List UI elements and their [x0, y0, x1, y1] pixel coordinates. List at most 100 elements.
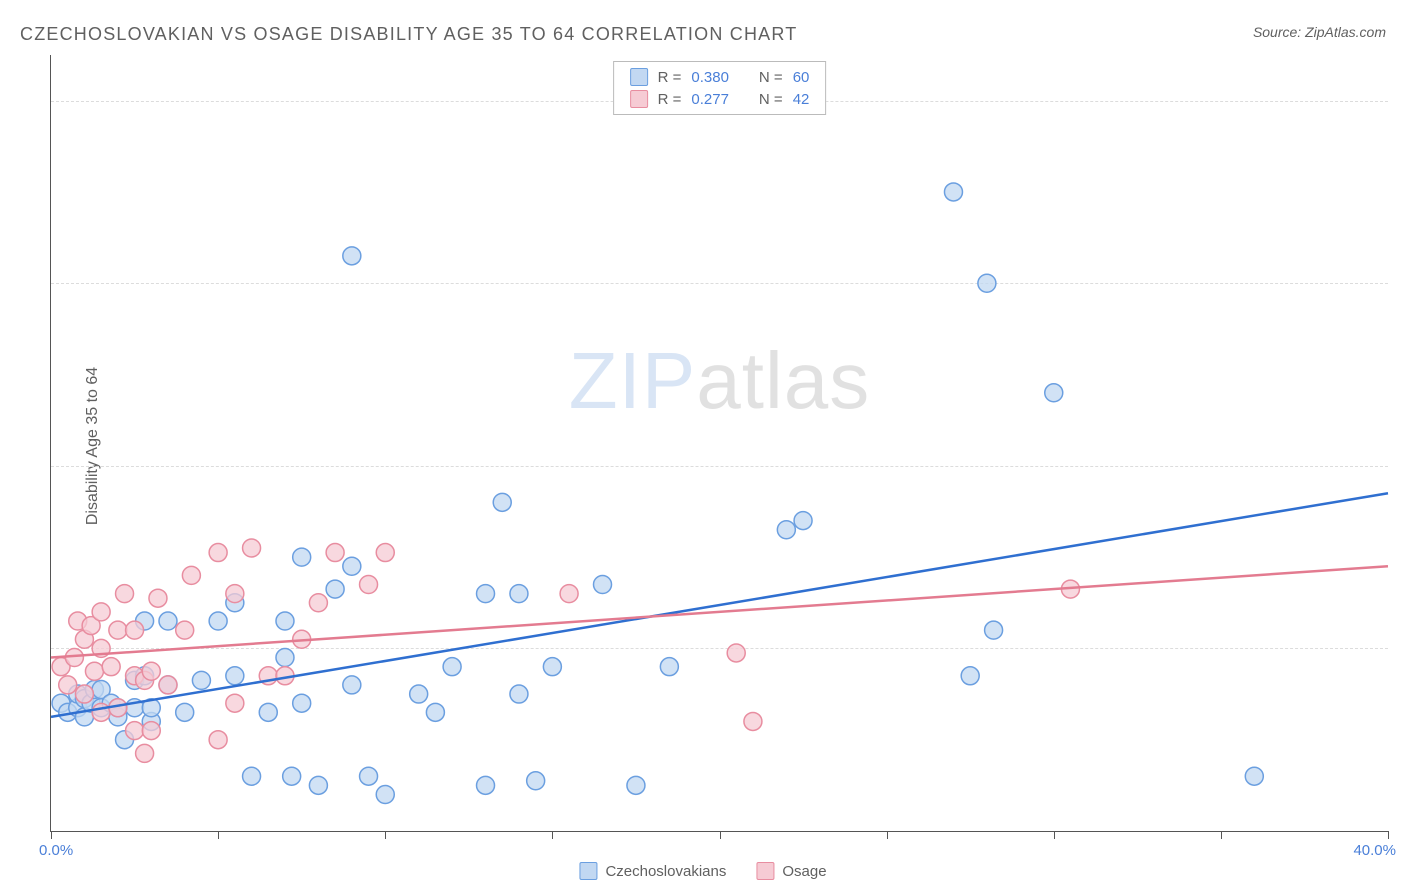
data-point — [944, 183, 962, 201]
data-point — [477, 776, 495, 794]
data-point — [527, 772, 545, 790]
legend-swatch — [579, 862, 597, 880]
plot-area: ZIPatlas R = 0.380 N = 60 R = 0.277 N = … — [50, 55, 1388, 832]
data-point — [182, 566, 200, 584]
data-point — [59, 676, 77, 694]
x-tick — [1221, 831, 1222, 839]
data-point — [493, 493, 511, 511]
stats-row: R = 0.277 N = 42 — [630, 88, 810, 110]
data-point — [159, 612, 177, 630]
x-tick — [1054, 831, 1055, 839]
x-tick — [887, 831, 888, 839]
data-point — [343, 676, 361, 694]
data-point — [326, 580, 344, 598]
data-point — [477, 585, 495, 603]
data-point — [560, 585, 578, 603]
data-point — [102, 658, 120, 676]
data-point — [794, 512, 812, 530]
y-tick-label: 40.0% — [1395, 457, 1406, 474]
scatter-svg — [51, 55, 1388, 831]
stats-row: R = 0.380 N = 60 — [630, 66, 810, 88]
data-point — [276, 612, 294, 630]
data-point — [209, 612, 227, 630]
data-point — [309, 594, 327, 612]
data-point — [543, 658, 561, 676]
y-tick-label: 60.0% — [1395, 275, 1406, 292]
data-point — [510, 585, 528, 603]
data-point — [343, 247, 361, 265]
data-point — [343, 557, 361, 575]
data-point — [176, 621, 194, 639]
data-point — [978, 274, 996, 292]
data-point — [243, 767, 261, 785]
series-swatch — [630, 68, 648, 86]
y-tick-label: 20.0% — [1395, 640, 1406, 657]
x-origin-label: 0.0% — [39, 842, 73, 859]
y-tick-label: 80.0% — [1395, 92, 1406, 109]
data-point — [209, 731, 227, 749]
x-tick — [385, 831, 386, 839]
stats-box: R = 0.380 N = 60 R = 0.277 N = 42 — [613, 61, 827, 115]
data-point — [627, 776, 645, 794]
x-tick — [218, 831, 219, 839]
data-point — [109, 621, 127, 639]
chart-source: Source: ZipAtlas.com — [1253, 24, 1386, 40]
stat-r-value: 0.277 — [691, 91, 729, 108]
regression-line — [51, 493, 1388, 717]
stat-n-value: 42 — [793, 91, 810, 108]
stat-r-value: 0.380 — [691, 69, 729, 86]
x-tick — [720, 831, 721, 839]
data-point — [192, 671, 210, 689]
data-point — [116, 585, 134, 603]
data-point — [376, 544, 394, 562]
data-point — [142, 662, 160, 680]
data-point — [443, 658, 461, 676]
data-point — [293, 694, 311, 712]
stat-r-label: R = — [658, 91, 682, 108]
chart-title: CZECHOSLOVAKIAN VS OSAGE DISABILITY AGE … — [20, 24, 797, 45]
data-point — [75, 685, 93, 703]
series-swatch — [630, 90, 648, 108]
data-point — [510, 685, 528, 703]
data-point — [126, 722, 144, 740]
data-point — [243, 539, 261, 557]
data-point — [259, 703, 277, 721]
stat-r-label: R = — [658, 69, 682, 86]
chart-container: CZECHOSLOVAKIAN VS OSAGE DISABILITY AGE … — [0, 0, 1406, 892]
data-point — [149, 589, 167, 607]
data-point — [985, 621, 1003, 639]
x-tick — [552, 831, 553, 839]
data-point — [376, 785, 394, 803]
legend-item: Czechoslovakians — [579, 862, 726, 880]
stat-n-value: 60 — [793, 69, 810, 86]
legend-item: Osage — [756, 862, 826, 880]
legend-label: Osage — [782, 863, 826, 880]
data-point — [92, 603, 110, 621]
data-point — [92, 703, 110, 721]
data-point — [293, 548, 311, 566]
stat-n-label: N = — [759, 91, 783, 108]
data-point — [360, 576, 378, 594]
x-max-label: 40.0% — [1353, 842, 1396, 859]
data-point — [777, 521, 795, 539]
data-point — [276, 649, 294, 667]
regression-line — [51, 566, 1388, 657]
data-point — [426, 703, 444, 721]
legend-swatch — [756, 862, 774, 880]
data-point — [226, 694, 244, 712]
bottom-legend: Czechoslovakians Osage — [579, 862, 826, 880]
data-point — [660, 658, 678, 676]
data-point — [326, 544, 344, 562]
data-point — [226, 667, 244, 685]
data-point — [85, 662, 103, 680]
data-point — [176, 703, 194, 721]
x-tick — [1388, 831, 1389, 839]
data-point — [1245, 767, 1263, 785]
data-point — [136, 744, 154, 762]
legend-label: Czechoslovakians — [605, 863, 726, 880]
data-point — [226, 585, 244, 603]
data-point — [309, 776, 327, 794]
data-point — [744, 712, 762, 730]
stat-n-label: N = — [759, 69, 783, 86]
data-point — [159, 676, 177, 694]
